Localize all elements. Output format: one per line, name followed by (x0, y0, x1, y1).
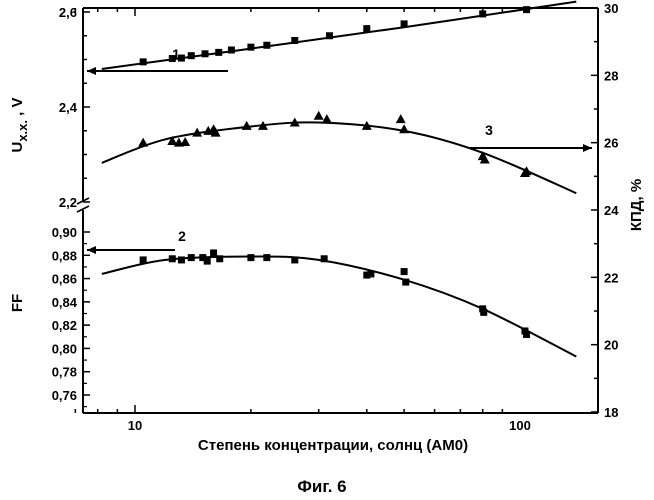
point-series-2 (523, 330, 531, 338)
point-series-3 (210, 127, 221, 137)
right-y-tick-label: 22 (604, 270, 618, 285)
annotation-label: 3 (485, 122, 493, 138)
annotation-label: 2 (178, 228, 186, 244)
annotation-arrow-1-head (87, 67, 96, 75)
point-series-1 (247, 43, 255, 51)
lower-y-tick-label: 0,78 (52, 365, 77, 380)
axis-ticks: 10 100 2,2 2,4 2,6 0,76 0,78 0,80 0,82 0,84 0,86 0,… (52, 1, 620, 433)
point-series-3 (313, 110, 324, 120)
upper-y-axis-title-main: U (9, 142, 26, 153)
upper-y-tick-label: 2,2 (59, 195, 77, 210)
right-y-axis-title: КПД, % (628, 179, 645, 231)
lower-y-axis-title: FF (9, 294, 26, 312)
x-tick-label: 100 (509, 418, 531, 433)
lower-y-tick-label: 0,86 (52, 272, 77, 287)
right-y-tick-label: 26 (604, 136, 618, 151)
point-series-2 (263, 254, 271, 262)
point-series-2 (187, 254, 195, 262)
plot-frame (76, 7, 599, 414)
point-series-3 (180, 136, 191, 146)
point-series-3 (289, 117, 300, 127)
point-series-1 (479, 10, 487, 18)
point-series-2 (216, 255, 224, 263)
fit-curve-2 (101, 255, 577, 358)
point-series-2 (402, 278, 410, 286)
axis-break-mark-b (76, 205, 90, 213)
point-series-2 (210, 249, 218, 257)
lower-y-tick-label: 0,82 (52, 318, 77, 333)
annotation-arrow-2-head (87, 246, 96, 254)
annotation-label: 1 (172, 46, 180, 62)
point-series-3 (321, 114, 332, 124)
point-series-2 (203, 257, 211, 265)
annotation-arrow-3-head (583, 144, 592, 152)
annotations: 1 2 3 (87, 46, 592, 254)
right-y-tick-label: 24 (604, 203, 619, 218)
point-series-3 (138, 137, 149, 147)
upper-y-axis-title: Uх.х. , V (9, 97, 30, 152)
fit-curve-3 (101, 121, 577, 195)
lower-y-tick-label: 0,76 (52, 388, 77, 403)
point-series-2 (291, 256, 299, 264)
figure-caption: Фиг. 6 (297, 477, 346, 496)
point-series-2 (199, 254, 207, 262)
lower-y-tick-label: 0,88 (52, 248, 77, 263)
point-series-1 (291, 37, 299, 44)
point-series-2 (400, 268, 408, 276)
point-series-1 (227, 46, 235, 54)
point-series-1 (215, 48, 223, 56)
right-y-tick-label: 20 (604, 338, 618, 353)
x-axis-title: Степень концентрации, солнц (АМ0) (198, 437, 468, 454)
point-series-2 (139, 256, 147, 264)
point-series-1 (263, 41, 271, 49)
lower-y-tick-label: 0,90 (52, 225, 77, 240)
right-y-tick-label: 30 (604, 1, 618, 16)
upper-y-tick-label: 2,6 (59, 5, 77, 20)
point-series-1 (523, 6, 531, 14)
axis-break-mark-a (76, 197, 90, 205)
point-series-3 (399, 124, 410, 134)
point-series-3 (241, 120, 252, 130)
point-series-1 (168, 55, 176, 63)
point-series-2 (168, 255, 176, 263)
point-series-3 (192, 127, 203, 137)
point-series-3 (395, 114, 406, 124)
x-tick-label: 10 (128, 418, 142, 433)
point-series-3 (521, 166, 532, 176)
lower-y-tick-label: 0,84 (52, 295, 78, 310)
point-series-3 (479, 154, 490, 164)
upper-y-tick-label: 2,4 (59, 100, 78, 115)
point-series-2 (247, 254, 255, 262)
point-series-1 (201, 50, 209, 58)
point-series-1 (177, 54, 185, 62)
data-points (138, 6, 532, 338)
point-series-2 (480, 308, 488, 316)
point-series-1 (400, 20, 408, 28)
point-series-2 (320, 255, 328, 263)
point-series-2 (177, 256, 185, 264)
point-series-3 (361, 120, 372, 130)
point-series-1 (363, 25, 371, 33)
upper-y-axis-title-sub: х.х. (15, 120, 30, 142)
point-series-1 (139, 58, 147, 66)
point-series-2 (363, 271, 371, 279)
right-y-tick-label: 28 (604, 68, 618, 83)
right-y-tick-label: 18 (604, 405, 618, 420)
point-series-1 (187, 52, 195, 60)
upper-y-axis-title-unit: , V (9, 97, 26, 120)
point-series-1 (325, 32, 333, 40)
point-series-3 (167, 135, 178, 145)
point-series-2 (367, 270, 375, 278)
point-series-3 (257, 120, 268, 130)
lower-y-tick-label: 0,80 (52, 341, 77, 356)
